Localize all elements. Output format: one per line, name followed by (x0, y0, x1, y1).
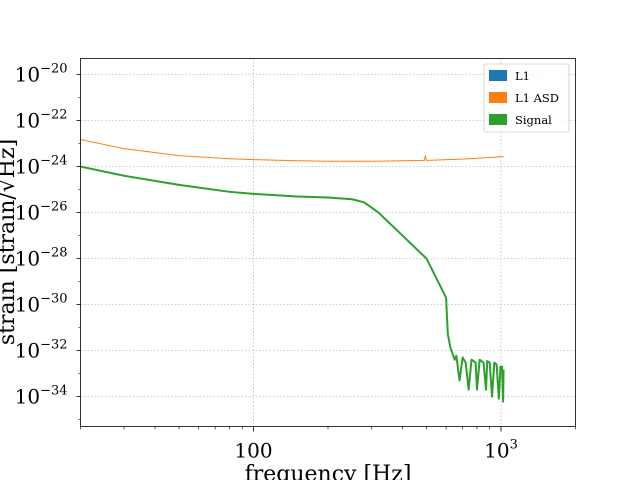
legend-label: L1 ASD (515, 91, 559, 105)
x-tick-label: 103 (484, 438, 518, 463)
y-axis-title: strain [strain/√Hz] (0, 139, 20, 345)
axis-ticks (76, 74, 576, 432)
y-tick-label: 10−30 (15, 292, 68, 317)
y-tick-label: 10−28 (15, 246, 68, 271)
x-axis-title: frequency [Hz] (245, 462, 412, 480)
series-line-l1-asd (80, 139, 504, 162)
x-tick-label: 100 (234, 439, 272, 463)
y-tick-label: 10−26 (15, 200, 68, 225)
legend-label: L1 (515, 69, 530, 83)
y-tick-label: 10−32 (15, 338, 68, 363)
series-line-signal (80, 165, 505, 403)
series-layer (80, 139, 505, 403)
legend-swatch (489, 70, 507, 81)
legend-swatch (489, 92, 507, 103)
y-tick-label: 10−22 (15, 108, 68, 133)
tick-labels: 10−20 10−22 10−24 10−26 10−28 10−30 10−32 10−34… (15, 62, 518, 463)
y-tick-label: 10−24 (15, 154, 68, 179)
y-tick-label: 10−20 (15, 62, 68, 87)
legend-label: Signal (515, 113, 552, 127)
y-tick-label: 10−34 (15, 384, 68, 409)
legend-swatch (489, 114, 507, 125)
legend: L1 L1 ASD Signal (483, 63, 570, 133)
